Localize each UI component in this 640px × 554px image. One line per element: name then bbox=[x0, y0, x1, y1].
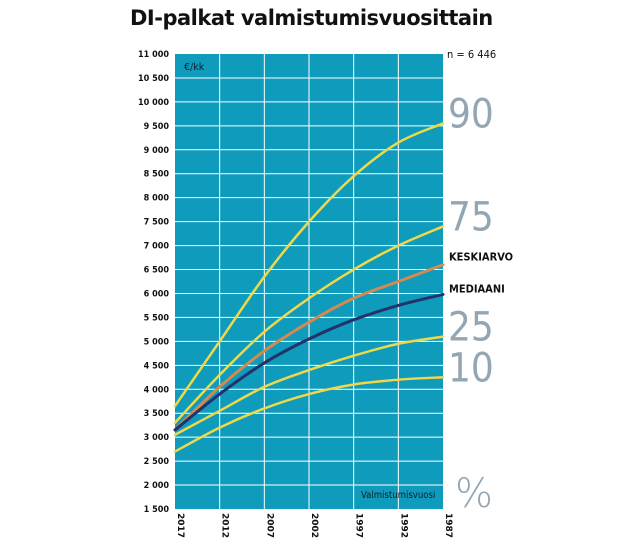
y-tick-label: 2 500 bbox=[144, 457, 170, 467]
y-tick-label: 1 500 bbox=[144, 505, 170, 515]
y-axis-ticks: 1 500 2 000 2 500 3 000 3 500 4 000 4 500 5 000… bbox=[138, 50, 169, 515]
y-tick-label: 7 000 bbox=[144, 242, 170, 252]
series-line-25 bbox=[173, 335, 445, 437]
y-tick-label: 7 500 bbox=[144, 218, 170, 228]
y-tick-label: 6 000 bbox=[144, 289, 170, 299]
series-label-75: 75 bbox=[448, 194, 494, 240]
unit-label: €/kk bbox=[184, 62, 205, 73]
series-label-mediaani: MEDIAANI bbox=[449, 282, 505, 295]
x-tick-label: 2017 bbox=[175, 513, 185, 538]
chart-title: DI-palkat valmistumisvuosittain bbox=[130, 6, 493, 30]
series-line-keskiarvo bbox=[173, 263, 445, 432]
series-line-10 bbox=[173, 376, 445, 453]
x-tick-label: 1997 bbox=[354, 513, 364, 538]
y-tick-label: 5 500 bbox=[144, 313, 170, 323]
y-tick-label: 4 500 bbox=[144, 361, 170, 371]
y-tick-label: 2 000 bbox=[144, 481, 170, 491]
x-tick-label: 1987 bbox=[443, 513, 453, 538]
y-tick-label: 11 000 bbox=[138, 50, 169, 60]
y-tick-label: 8 000 bbox=[144, 194, 170, 204]
series-label-25: 25 bbox=[448, 305, 494, 351]
y-tick-label: 9 000 bbox=[144, 146, 170, 156]
y-tick-label: 8 500 bbox=[144, 170, 170, 180]
y-tick-label: 6 500 bbox=[144, 266, 170, 276]
y-tick-label: 5 000 bbox=[144, 337, 170, 347]
x-tick-label: 2012 bbox=[220, 513, 230, 538]
series-label-10: 10 bbox=[448, 345, 494, 391]
sample-size: n = 6 446 bbox=[447, 48, 496, 61]
y-tick-label: 9 500 bbox=[144, 122, 170, 132]
series-label-90: 90 bbox=[448, 91, 494, 137]
series-line-mediaani bbox=[173, 292, 445, 432]
x-axis-label: Valmistumisvuosi bbox=[361, 490, 435, 501]
x-tick-label: 1992 bbox=[398, 513, 408, 538]
x-tick-label: 2007 bbox=[264, 513, 274, 538]
series-label-keskiarvo: KESKIARVO bbox=[449, 251, 513, 264]
x-axis-ticks: 2017 2012 2007 2002 1997 1992 1987 bbox=[175, 513, 453, 538]
series-line-75 bbox=[173, 225, 445, 425]
y-tick-label: 10 500 bbox=[138, 74, 169, 84]
percent-label: % bbox=[455, 471, 493, 517]
y-tick-label: 3 000 bbox=[144, 433, 170, 443]
x-tick-label: 2002 bbox=[309, 513, 319, 538]
y-tick-label: 4 000 bbox=[144, 385, 170, 395]
series-line-90 bbox=[173, 122, 445, 408]
y-tick-label: 3 500 bbox=[144, 409, 170, 419]
series-lines bbox=[173, 122, 445, 453]
y-tick-label: 10 000 bbox=[138, 98, 169, 108]
